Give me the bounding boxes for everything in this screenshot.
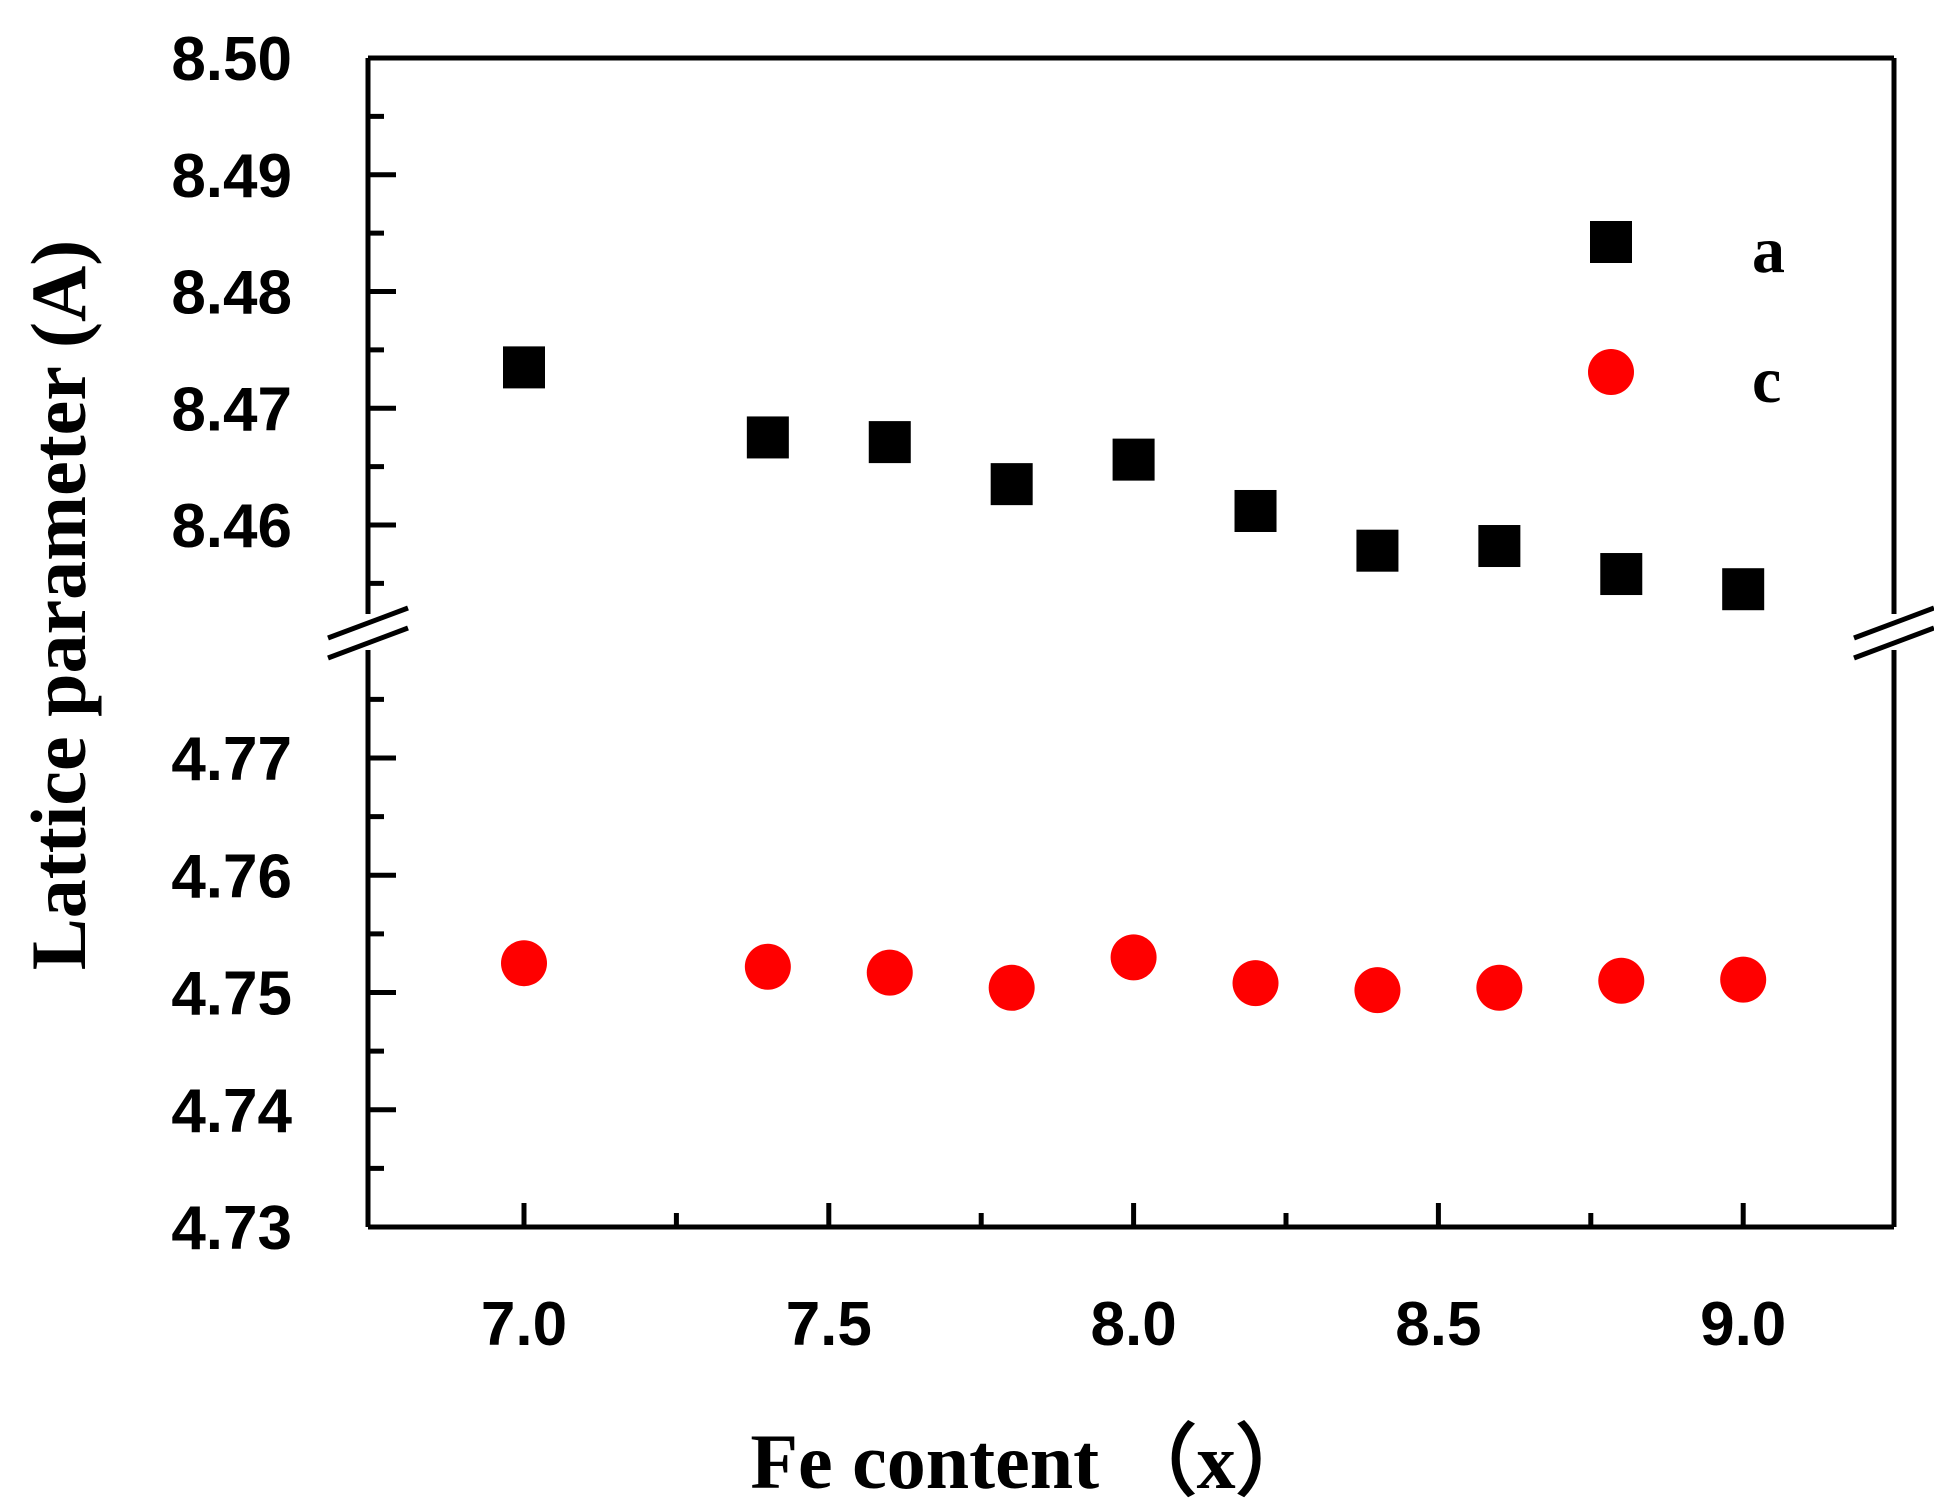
series-a-point — [1234, 489, 1277, 532]
x-tick-label: 7.0 — [481, 1290, 567, 1359]
series-a-point — [746, 416, 789, 459]
y-tick-label: 8.48 — [171, 259, 292, 328]
left-break-slash-1 — [327, 605, 409, 641]
x-tick-label: 8.0 — [1090, 1290, 1176, 1359]
x-axis-title: Fe content （x） — [750, 1418, 1313, 1505]
series-c-point — [1720, 956, 1767, 1003]
y-tick-label: 8.47 — [171, 375, 292, 444]
legend-label-a: a — [1752, 214, 1785, 287]
series-a-point — [1356, 529, 1399, 572]
x-tick-label: 7.5 — [786, 1290, 872, 1359]
series-a-point — [1112, 438, 1155, 481]
y-tick-label: 4.77 — [171, 725, 292, 794]
left-break-slash-2 — [327, 625, 409, 661]
right-break-slash-2 — [1853, 625, 1934, 661]
series-c-point — [988, 964, 1035, 1011]
data-points — [501, 346, 1767, 1014]
y-tick-label: 4.75 — [171, 960, 292, 1029]
legend: ac — [1588, 214, 1785, 417]
y-axis-ticks: 8.50 8.49 8.48 8.47 8.46 4.77 4.76 4.75 4.74 4.73 — [171, 25, 396, 1263]
right-break-slash-1 — [1853, 605, 1934, 641]
series-c-point — [1232, 960, 1279, 1007]
y-tick-label: 8.46 — [171, 492, 292, 561]
legend-marker-a — [1590, 221, 1632, 263]
legend-label-c: c — [1752, 344, 1781, 417]
y-tick-label: 4.73 — [171, 1194, 292, 1263]
plot-frame — [365, 55, 1897, 1230]
series-c-point — [744, 943, 791, 990]
y-tick-label: 4.74 — [171, 1077, 292, 1146]
series-c-point — [1354, 967, 1401, 1014]
series-a-point — [868, 421, 911, 464]
series-a-point — [990, 463, 1033, 506]
x-tick-label: 9.0 — [1700, 1290, 1786, 1359]
series-c-point — [1110, 934, 1157, 981]
series-a-point — [1600, 553, 1643, 596]
series-a-point — [503, 346, 545, 389]
x-axis-ticks: 7.0 7.5 8.0 8.5 9.0 — [481, 1203, 1786, 1359]
series-c-point — [501, 940, 547, 987]
x-tick-label: 8.5 — [1395, 1290, 1481, 1359]
series-c-point — [1476, 964, 1523, 1011]
y-axis-title: Lattice parameter (A) — [15, 240, 102, 971]
y-tick-label: 8.50 — [171, 25, 292, 94]
series-a-point — [1478, 525, 1521, 568]
series-a-point — [1722, 568, 1765, 611]
axis-break-marks — [327, 605, 1934, 661]
y-tick-label: 4.76 — [171, 842, 292, 911]
legend-marker-c — [1588, 349, 1634, 395]
series-c-point — [866, 949, 913, 996]
series-c-point — [1598, 957, 1645, 1004]
y-tick-label: 8.49 — [171, 142, 292, 211]
